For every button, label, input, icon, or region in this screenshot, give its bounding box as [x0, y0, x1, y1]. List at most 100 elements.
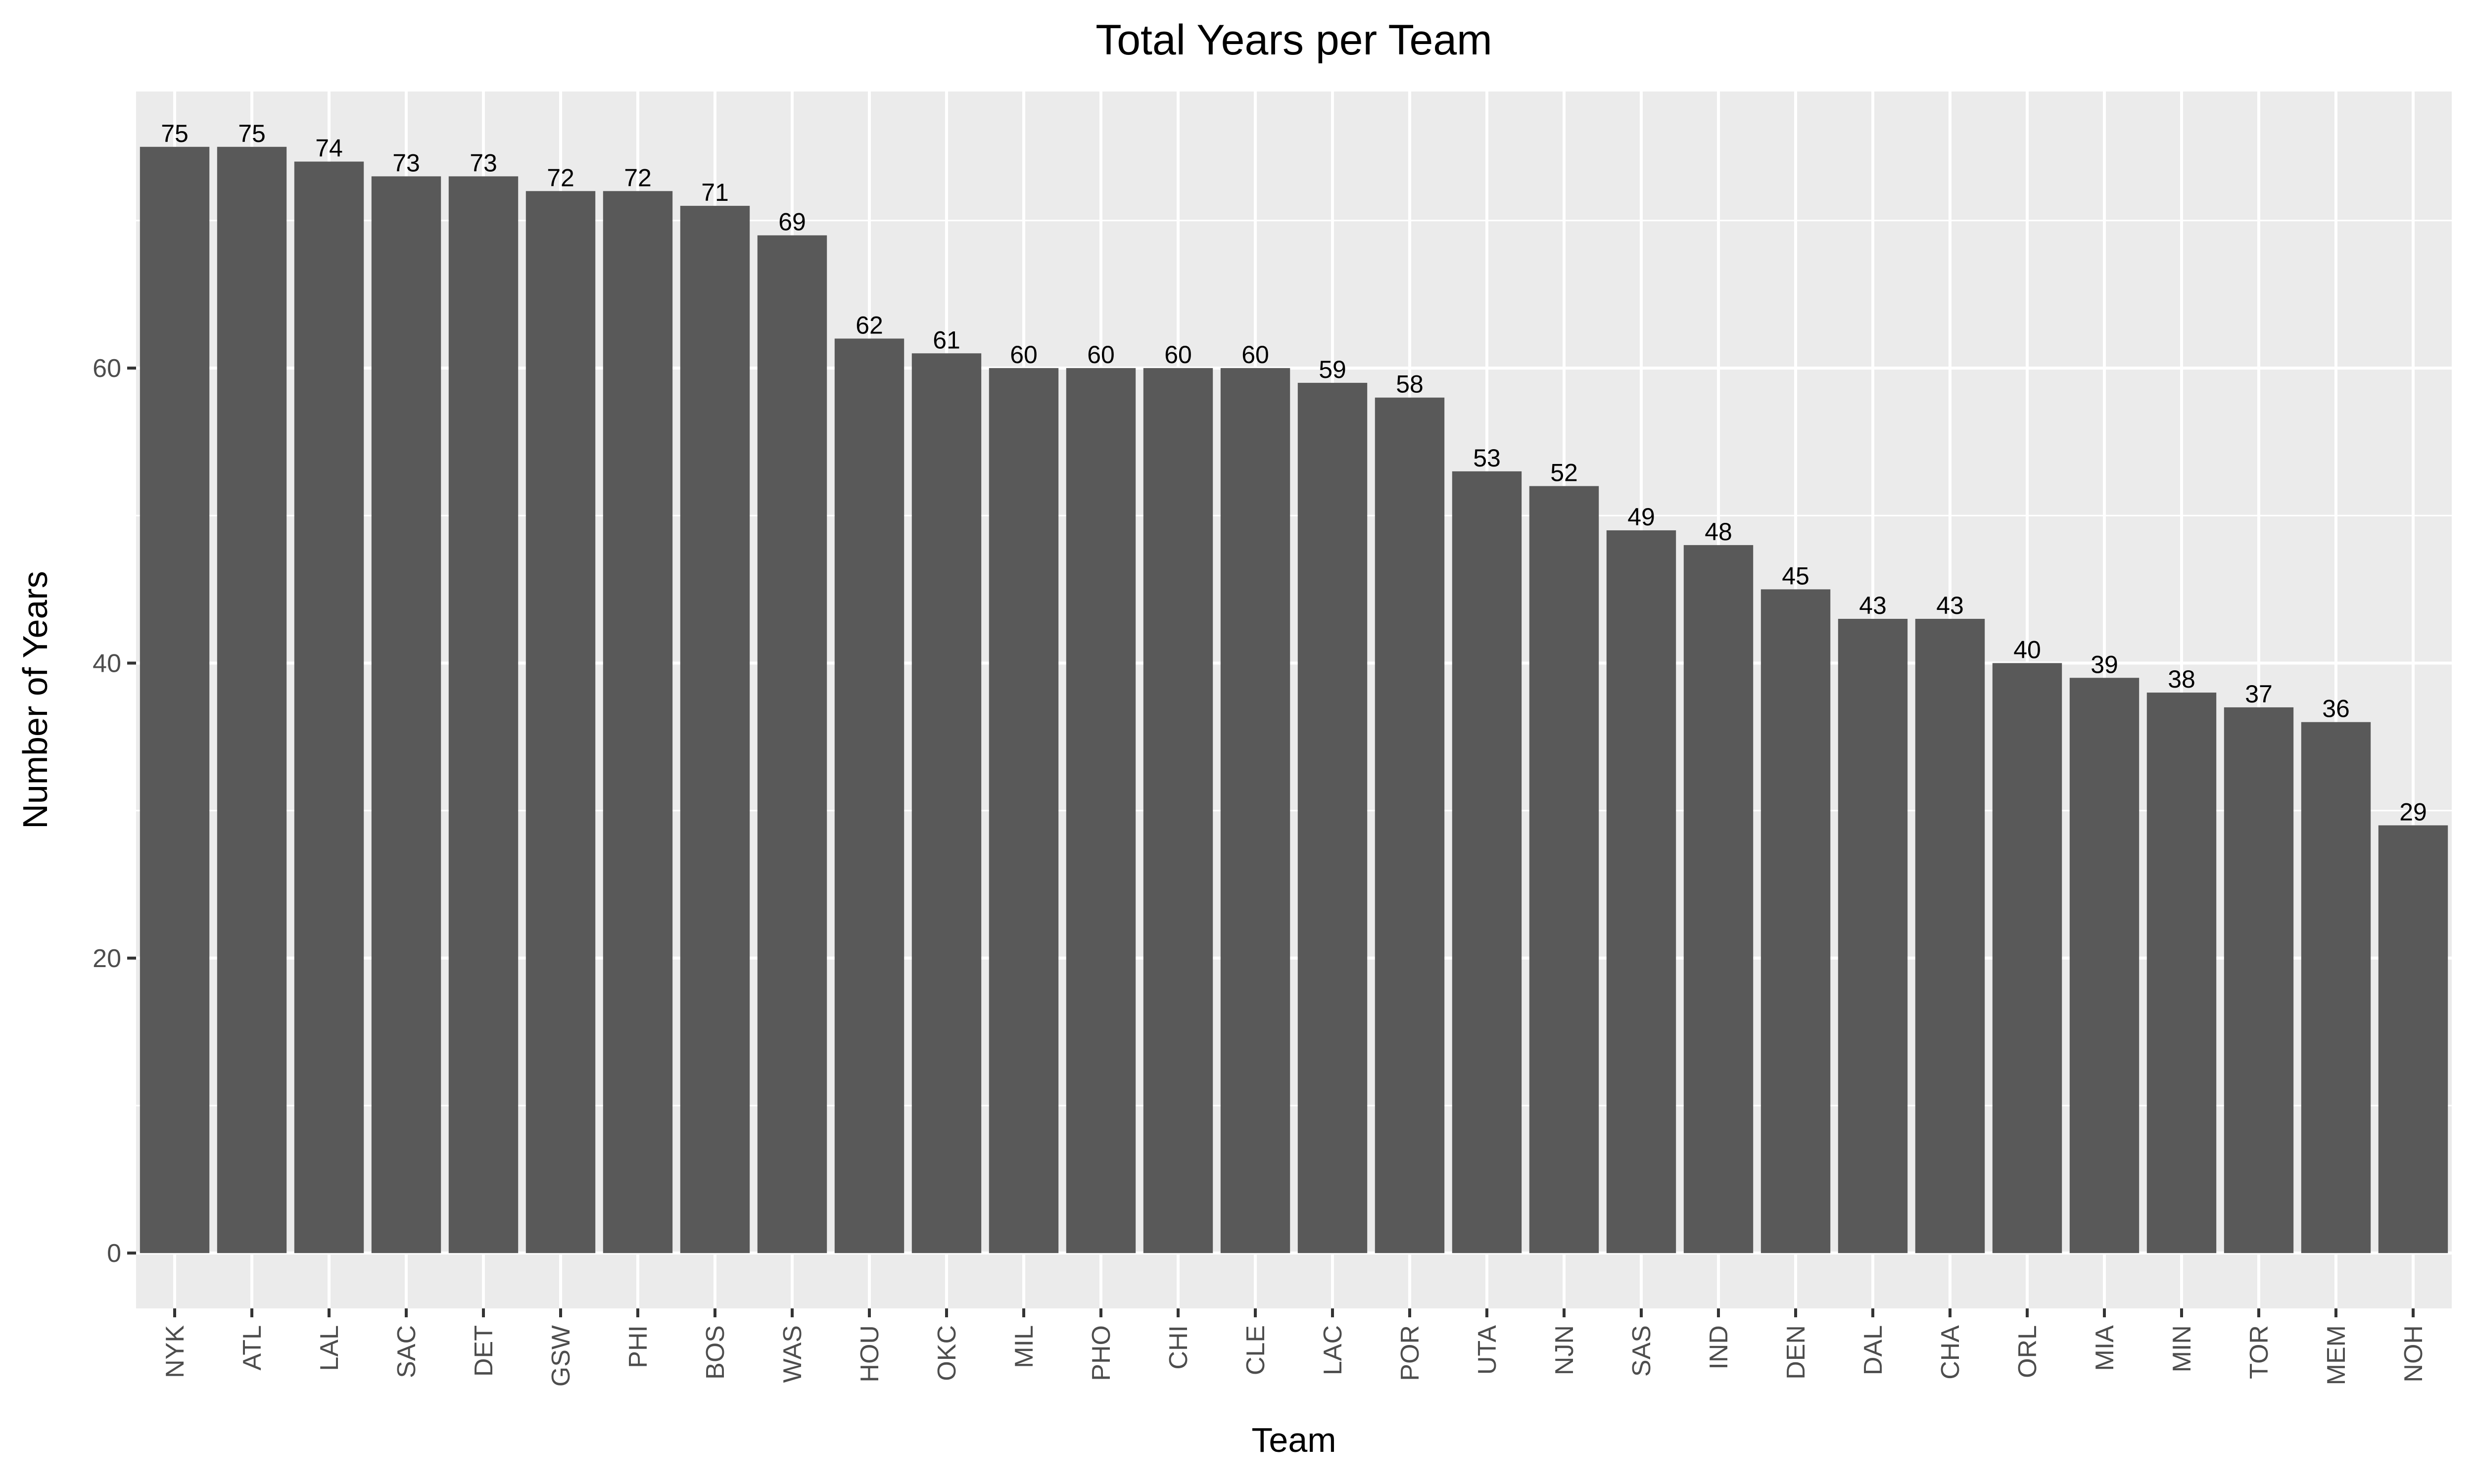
- data-label-sac: 73: [392, 149, 420, 177]
- bar-tor: [2224, 707, 2294, 1253]
- x-tick-label-atl: ATL: [238, 1325, 267, 1371]
- bar-okc: [911, 353, 982, 1253]
- bar-uta: [1452, 471, 1522, 1253]
- data-label-cha: 43: [1936, 592, 1964, 619]
- x-tick-label-den: DEN: [1782, 1325, 1810, 1380]
- data-label-lac: 59: [1319, 356, 1346, 383]
- bar-det: [448, 176, 519, 1253]
- bar-chi: [1143, 368, 1213, 1253]
- data-label-atl: 75: [238, 120, 266, 147]
- y-tick-label: 0: [107, 1239, 121, 1268]
- y-tick-label: 40: [93, 649, 121, 678]
- data-label-was: 69: [778, 208, 806, 236]
- data-label-uta: 53: [1473, 444, 1501, 472]
- data-label-njn: 52: [1550, 459, 1578, 487]
- data-label-orl: 40: [2013, 636, 2041, 663]
- bar-lal: [294, 161, 364, 1253]
- bars-group: [140, 146, 2448, 1253]
- bar-den: [1760, 589, 1831, 1253]
- data-label-tor: 37: [2245, 680, 2273, 708]
- x-tick-label-sac: SAC: [392, 1325, 421, 1378]
- y-tick-label: 60: [93, 354, 121, 383]
- bar-sas: [1606, 530, 1676, 1253]
- bar-pho: [1066, 368, 1136, 1253]
- x-axis-title: Team: [1251, 1421, 1336, 1459]
- x-tick-label-min: MIN: [2168, 1325, 2196, 1372]
- data-label-min: 38: [2168, 665, 2195, 693]
- data-label-phi: 72: [624, 164, 652, 191]
- bar-dal: [1838, 619, 1908, 1253]
- x-tick-label-nyk: NYK: [161, 1325, 190, 1378]
- bar-mil: [989, 368, 1059, 1253]
- x-tick-label-por: POR: [1396, 1325, 1425, 1381]
- bar-phi: [603, 191, 673, 1253]
- x-tick-label-det: DET: [470, 1325, 498, 1377]
- data-label-sas: 49: [1627, 503, 1655, 531]
- x-tick-label-pho: PHO: [1087, 1325, 1116, 1381]
- x-tick-label-cha: CHA: [1936, 1325, 1965, 1380]
- x-tick-label-hou: HOU: [856, 1325, 884, 1383]
- data-label-mem: 36: [2322, 695, 2350, 723]
- bar-orl: [1992, 663, 2062, 1253]
- bar-was: [757, 235, 827, 1253]
- y-axis-title: Number of Years: [16, 571, 54, 829]
- x-tick-label-okc: OKC: [933, 1325, 961, 1381]
- x-tick-label-chi: CHI: [1164, 1325, 1193, 1370]
- x-tick-label-mil: MIL: [1010, 1325, 1039, 1368]
- y-tick-label: 20: [93, 944, 121, 973]
- data-label-por: 58: [1396, 371, 1424, 398]
- x-tick-label-orl: ORL: [2013, 1325, 2042, 1378]
- data-label-cle: 60: [1241, 341, 1269, 369]
- data-label-noh: 29: [2399, 798, 2427, 826]
- data-label-mia: 39: [2091, 650, 2118, 678]
- x-tick-label-dal: DAL: [1859, 1325, 1888, 1375]
- x-tick-label-sas: SAS: [1627, 1325, 1656, 1377]
- data-label-den: 45: [1782, 562, 1809, 590]
- bar-min: [2146, 693, 2217, 1253]
- x-tick-label-was: WAS: [778, 1325, 807, 1383]
- data-label-ind: 48: [1705, 518, 1732, 546]
- data-label-dal: 43: [1859, 592, 1887, 619]
- minor-gridlines: [136, 220, 2452, 1107]
- data-label-hou: 62: [856, 311, 883, 339]
- chart-title: Total Years per Team: [1095, 16, 1492, 64]
- data-labels-group: 75 75 74 73 73 72 72 71 69 62 61 60 60 60 60 59 58 53 52 49…: [161, 120, 2427, 826]
- data-label-bos: 71: [701, 179, 729, 206]
- bar-njn: [1529, 486, 1599, 1253]
- data-label-lal: 74: [315, 135, 343, 162]
- y-axis: 0 20 40 60: [93, 354, 136, 1268]
- bar-noh: [2378, 825, 2448, 1253]
- bar-por: [1375, 397, 1445, 1253]
- x-tick-label-cle: CLE: [1241, 1325, 1270, 1375]
- bar-lac: [1297, 382, 1368, 1253]
- x-tick-label-mem: MEM: [2322, 1325, 2351, 1385]
- x-tick-label-bos: BOS: [701, 1325, 730, 1380]
- x-tick-label-njn: NJN: [1550, 1325, 1579, 1375]
- x-tick-label-phi: PHI: [624, 1325, 653, 1368]
- x-tick-label-lal: LAL: [315, 1325, 344, 1371]
- x-tick-label-noh: NOH: [2399, 1325, 2428, 1383]
- x-axis: NYK ATL LAL SAC DET GSW PHI BOS WAS HOU OKC MIL PHO C…: [161, 1308, 2428, 1387]
- data-label-okc: 61: [933, 326, 960, 354]
- bar-cle: [1220, 368, 1290, 1253]
- data-label-det: 73: [470, 149, 497, 177]
- bar-nyk: [140, 146, 210, 1253]
- bar-hou: [834, 338, 904, 1253]
- x-tick-label-ind: IND: [1705, 1325, 1733, 1370]
- bar-bos: [680, 206, 750, 1253]
- data-label-nyk: 75: [161, 120, 189, 147]
- x-tick-label-lac: LAC: [1319, 1325, 1347, 1375]
- data-label-chi: 60: [1164, 341, 1192, 369]
- bar-mem: [2301, 722, 2371, 1253]
- bar-gsw: [525, 191, 596, 1253]
- x-tick-label-tor: TOR: [2245, 1325, 2274, 1379]
- bar-ind: [1683, 545, 1754, 1253]
- data-label-pho: 60: [1087, 341, 1115, 369]
- bar-mia: [2069, 678, 2140, 1253]
- bar-cha: [1915, 619, 1985, 1253]
- x-tick-label-gsw: GSW: [547, 1325, 575, 1387]
- bar-sac: [371, 176, 441, 1253]
- x-tick-label-mia: MIA: [2091, 1325, 2119, 1371]
- data-label-mil: 60: [1010, 341, 1038, 369]
